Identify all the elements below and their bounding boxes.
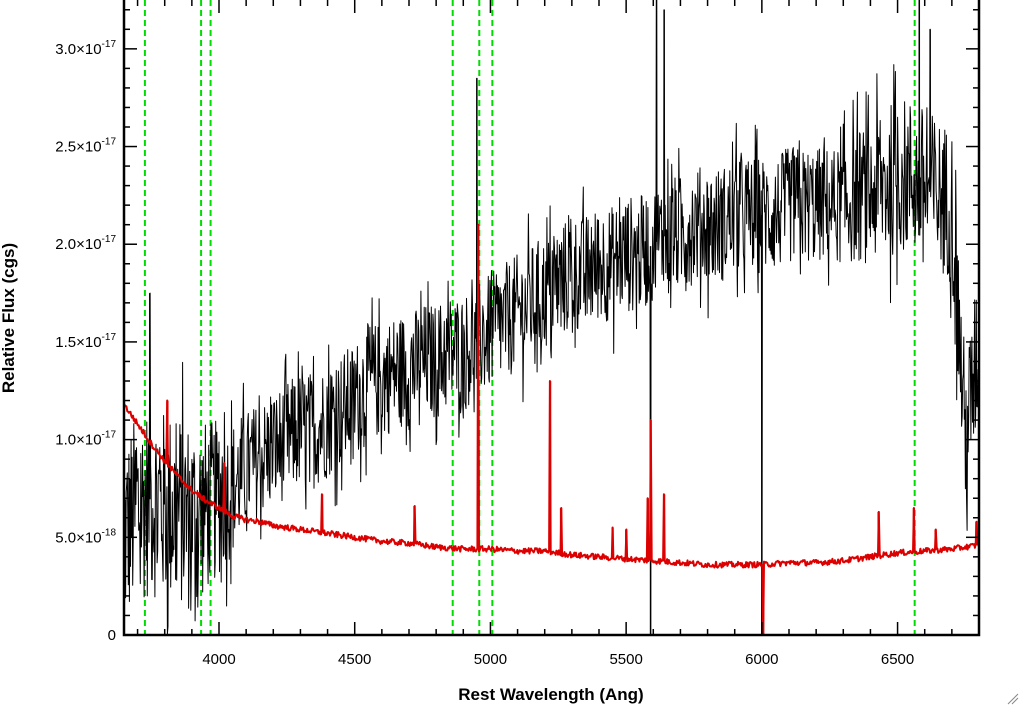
- series-0: [124, 0, 979, 635]
- series-layer: [124, 0, 979, 635]
- resize-grip-icon[interactable]: [1007, 693, 1019, 705]
- y-tick-label: 2.0×10-17: [55, 234, 116, 253]
- y-tick-label: 1.5×10-17: [55, 332, 116, 351]
- series-1-line: [124, 223, 979, 635]
- x-tick-label: 6500: [881, 651, 914, 668]
- y-axis-label: Relative Flux (cgs): [0, 243, 18, 393]
- x-axis-label: Rest Wavelength (Ang): [458, 685, 643, 704]
- series-0-line: [124, 0, 979, 635]
- x-tick-label: 5000: [474, 651, 507, 668]
- x-tick-label: 4000: [202, 651, 235, 668]
- y-tick-label: 2.5×10-17: [55, 137, 116, 156]
- series-1: [124, 223, 979, 635]
- y-tick-label: 0: [108, 627, 116, 644]
- x-tick-label: 4500: [338, 651, 371, 668]
- y-tick-label: 1.0×10-17: [55, 430, 116, 449]
- y-tick-labels: 0 5.0×10-18 1.0×10-17 1.5×10-17 2.0×10-17 2.5…: [55, 39, 116, 644]
- x-tick-labels: 4000 4500 5000 5500 6000 6500: [202, 651, 914, 668]
- reference-lines: [143, 0, 916, 635]
- y-tick-label: 3.0×10-17: [55, 39, 116, 58]
- x-tick-label: 6000: [745, 651, 778, 668]
- y-tick-label: 5.0×10-18: [55, 527, 116, 546]
- plot-frame: [122, 0, 981, 637]
- x-tick-label: 5500: [609, 651, 642, 668]
